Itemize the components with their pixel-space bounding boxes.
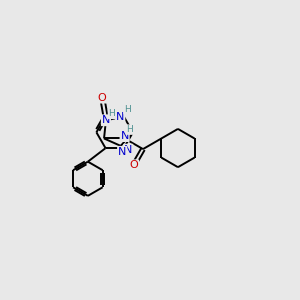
Text: N: N — [118, 147, 126, 157]
Text: N: N — [121, 131, 129, 141]
Text: N: N — [124, 145, 132, 154]
Text: H: H — [124, 105, 131, 114]
Text: H: H — [127, 125, 133, 134]
Text: N: N — [116, 112, 124, 122]
Text: H: H — [109, 109, 115, 118]
Text: N: N — [102, 115, 110, 125]
Text: O: O — [98, 93, 106, 103]
Text: O: O — [130, 160, 138, 170]
